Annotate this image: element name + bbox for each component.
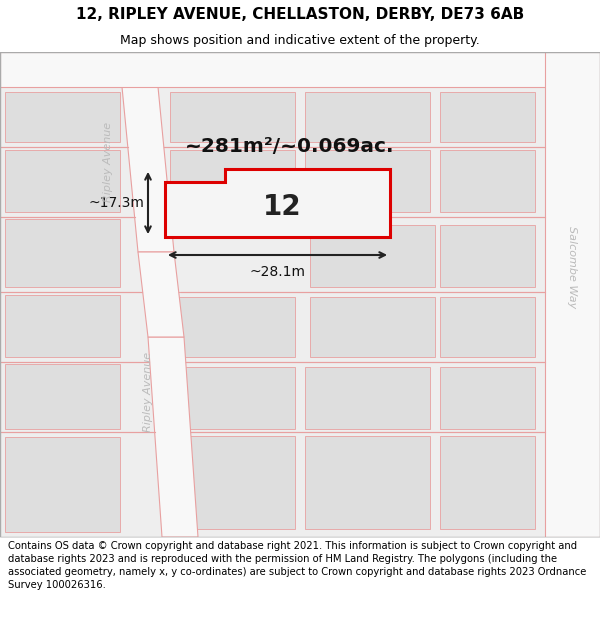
Bar [440,225,535,287]
Polygon shape [0,52,600,87]
Text: Ripley Avenue: Ripley Avenue [103,122,113,202]
Text: Ripley Avenue: Ripley Avenue [143,352,153,432]
Bar [440,367,535,429]
Text: Salcombe Way: Salcombe Way [567,226,577,308]
Bar [5,295,120,357]
Bar [305,367,430,429]
Bar [440,436,535,529]
Bar [5,92,120,142]
Polygon shape [138,252,184,337]
Bar [5,150,120,212]
Polygon shape [165,169,390,237]
Bar [170,92,295,142]
Text: ~281m²/~0.069ac.: ~281m²/~0.069ac. [185,138,395,156]
Bar [170,150,295,212]
Bar [440,150,535,212]
Polygon shape [545,52,600,537]
Bar [305,436,430,529]
Text: Contains OS data © Crown copyright and database right 2021. This information is : Contains OS data © Crown copyright and d… [8,541,586,590]
Polygon shape [148,337,198,537]
Bar [305,150,430,212]
Text: ~17.3m: ~17.3m [88,196,144,210]
Bar [5,364,120,429]
Bar [185,367,295,429]
Text: 12: 12 [263,193,302,221]
Bar [440,92,535,142]
Bar [305,92,430,142]
Text: ~28.1m: ~28.1m [250,265,305,279]
Bar [310,297,435,357]
Bar [310,225,435,287]
Bar [5,219,120,287]
Polygon shape [122,87,174,252]
Text: 12, RIPLEY AVENUE, CHELLASTON, DERBY, DE73 6AB: 12, RIPLEY AVENUE, CHELLASTON, DERBY, DE… [76,7,524,22]
Bar [5,437,120,532]
Text: Map shows position and indicative extent of the property.: Map shows position and indicative extent… [120,34,480,47]
Bar [440,297,535,357]
Bar [170,297,295,357]
Bar [185,436,295,529]
